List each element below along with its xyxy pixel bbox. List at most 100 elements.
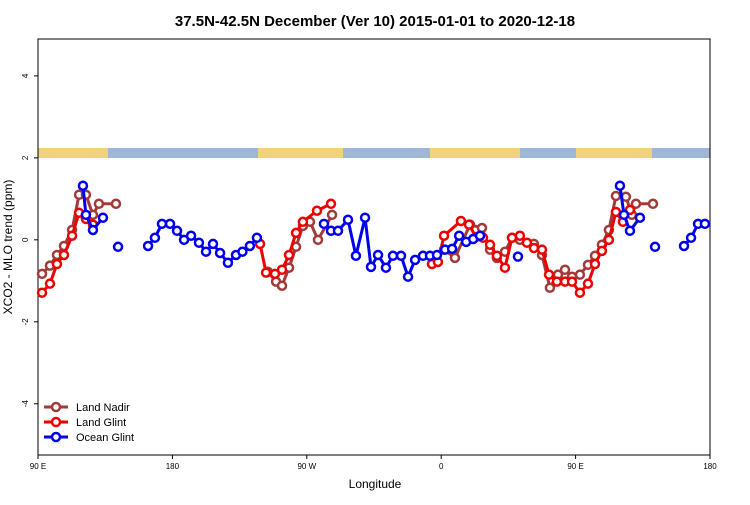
point (380, 262, 392, 273)
point (630, 198, 642, 210)
point (312, 234, 324, 246)
point (359, 212, 371, 223)
point (387, 250, 399, 262)
point (97, 212, 109, 223)
point (58, 249, 70, 261)
point (171, 225, 183, 237)
point (491, 250, 503, 262)
point (582, 278, 594, 289)
point (51, 258, 63, 270)
point (685, 232, 697, 244)
point (185, 230, 197, 241)
x-tick-label: 180 (703, 462, 717, 471)
point (36, 268, 48, 280)
point (402, 271, 414, 282)
y-tick-label: -2 (21, 318, 30, 326)
point (528, 242, 540, 254)
point (149, 232, 161, 244)
point (596, 245, 608, 257)
point (610, 206, 622, 218)
point (214, 247, 226, 259)
point (36, 287, 48, 298)
point (260, 267, 272, 278)
point (512, 251, 524, 262)
point (318, 218, 330, 230)
point (87, 224, 99, 236)
point (699, 218, 711, 230)
point (544, 282, 556, 294)
series-line (81, 185, 705, 281)
point (342, 214, 354, 225)
point (678, 240, 690, 252)
y-tick-label: 2 (21, 155, 30, 160)
point (614, 180, 626, 191)
point (484, 239, 496, 250)
point (543, 269, 555, 280)
point (395, 250, 407, 262)
point (193, 237, 205, 248)
point (449, 252, 461, 264)
chart-title: 37.5N-42.5N December (Ver 10) 2015-01-01… (175, 13, 575, 30)
point (164, 218, 176, 230)
point (311, 205, 323, 216)
point (455, 215, 467, 227)
point (110, 198, 122, 210)
x-tick-label: 0 (439, 462, 444, 471)
point (438, 230, 450, 241)
point (566, 276, 578, 287)
point (80, 209, 92, 221)
legend-label: Land Glint (76, 417, 126, 429)
point (237, 246, 248, 257)
point (649, 241, 661, 253)
y-axis-label: XCO2 - MLO trend (ppm) (1, 180, 15, 315)
y-tick-label: 0 (21, 237, 30, 242)
point (251, 232, 263, 244)
x-tick-label: 90 E (30, 462, 46, 471)
point (574, 269, 586, 280)
x-tick-label: 90 E (567, 462, 583, 471)
point (499, 262, 511, 273)
point (325, 198, 337, 210)
point (521, 237, 533, 248)
point (634, 212, 646, 223)
point (156, 218, 168, 230)
plot-frame (37, 38, 711, 456)
point (112, 241, 124, 253)
point (283, 249, 295, 261)
point (618, 209, 630, 221)
point (610, 190, 622, 202)
point (66, 230, 78, 241)
point (142, 240, 154, 252)
point (589, 258, 601, 270)
point (326, 209, 338, 221)
point (276, 264, 288, 275)
point (290, 227, 302, 239)
point (446, 243, 458, 255)
y-tick-label: -4 (21, 400, 30, 408)
x-tick-label: 180 (166, 462, 180, 471)
point (44, 278, 56, 289)
point (603, 234, 615, 246)
map-strip (38, 148, 710, 158)
point (559, 264, 571, 275)
legend-label: Land Nadir (76, 402, 130, 414)
point (297, 216, 309, 228)
point (93, 198, 105, 210)
x-axis-label: Longitude (349, 477, 402, 491)
point (574, 287, 586, 298)
point (551, 276, 563, 287)
legend-marker (50, 416, 62, 428)
point (350, 250, 362, 262)
point (372, 249, 384, 261)
y-tick-label: 4 (21, 73, 30, 78)
point (514, 230, 526, 241)
point (276, 280, 288, 291)
point (624, 225, 636, 237)
point (244, 240, 256, 252)
point (474, 230, 486, 241)
point (453, 230, 465, 241)
point (332, 225, 344, 237)
point (222, 257, 234, 269)
x-tick-label: 90 W (297, 462, 316, 471)
